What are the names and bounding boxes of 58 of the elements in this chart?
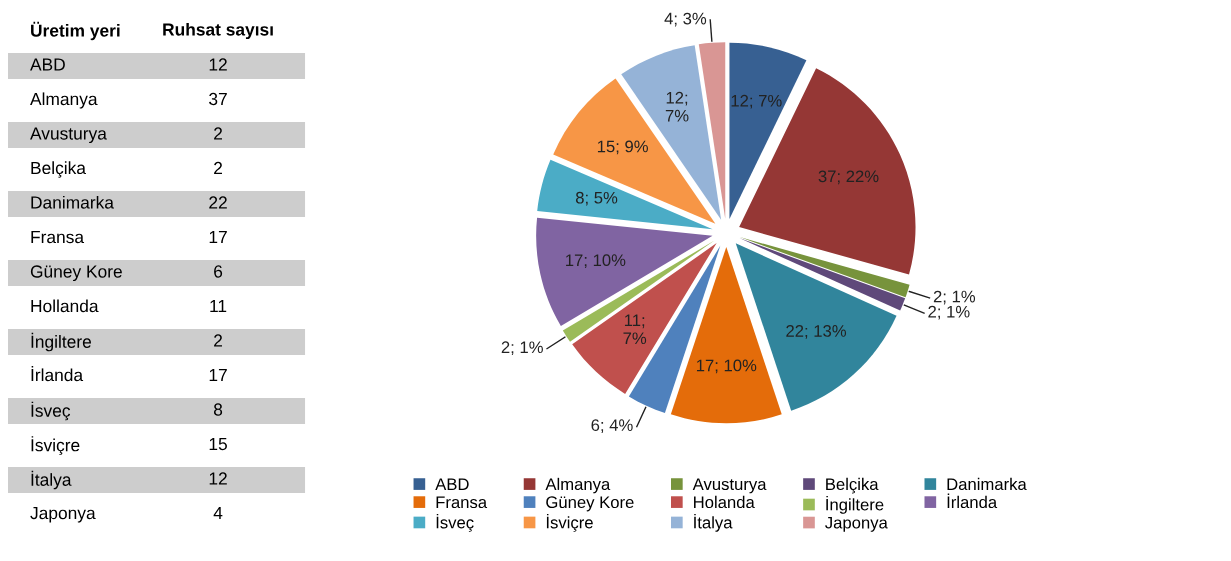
legend-label: İtalya [694, 513, 733, 532]
legend-label: Holanda [694, 495, 755, 509]
category-label: ABD [30, 58, 65, 71]
data-label: 37; 22% [818, 170, 879, 185]
category-label: Güney Kore [30, 265, 122, 282]
category-label: Belçika [31, 161, 86, 178]
legend-label: İngiltere [826, 495, 884, 514]
category-label: Almanya [30, 92, 98, 109]
category-label: İsveç [31, 401, 71, 421]
data-label: 8 [213, 403, 223, 416]
data-label: 2; 1% [928, 305, 970, 320]
data-label: 8; 5% [575, 191, 618, 206]
data-label: 11 [210, 300, 227, 312]
category-label: Avusturya [30, 127, 107, 144]
category-label: Fransa [31, 231, 85, 244]
data-label: 17 [209, 369, 227, 381]
text: Üretim yeri [31, 21, 120, 41]
legend-label: ABD [435, 478, 469, 490]
data-label: 37 [209, 92, 227, 106]
data-label: 12; 7% [665, 91, 689, 122]
data-label: 2; 1% [501, 341, 543, 356]
legend-label: Avusturya [692, 478, 767, 494]
category-label: Danimarka [31, 195, 114, 209]
data-label: 2 [214, 127, 222, 140]
data-label: 12 [209, 472, 227, 485]
legend-label: Belçika [826, 477, 879, 494]
data-label: 2 [214, 334, 222, 347]
category-label: İrlanda [31, 365, 84, 382]
text: Ruhsat sayısı [163, 22, 273, 40]
legend-label: Almanya [545, 477, 611, 494]
data-label: 12 [209, 58, 227, 71]
data-label: 22 [209, 196, 227, 209]
category-label: İtalya [31, 470, 72, 490]
category-label: Japonya [30, 507, 96, 523]
legend-label: Güney Kore [546, 496, 634, 512]
data-label: 4; 3% [664, 12, 707, 27]
legend-label: Danimarka [947, 477, 1027, 491]
data-label: 15; 9% [597, 140, 648, 155]
data-label: 12; 7% [731, 94, 782, 109]
legend-label: Fransa [436, 496, 488, 509]
data-label: 17 [209, 231, 227, 243]
data-label: 15 [209, 438, 227, 451]
data-label: 4 [213, 507, 223, 519]
data-label: 17; 10% [696, 359, 757, 374]
legend-label: Japonya [825, 516, 888, 532]
data-label: 11; 7% [623, 314, 647, 345]
legend-label: İsviçre [546, 513, 593, 532]
category-label: İsviçre [31, 436, 80, 455]
legend-label: İsveç [436, 513, 474, 532]
category-label: İngiltere [31, 332, 91, 352]
data-label: 2 [214, 161, 222, 174]
data-label: 17; 10% [566, 254, 626, 269]
data-label: 2; 1% [933, 290, 976, 305]
data-label: 6; 4% [591, 419, 633, 433]
legend-label: İrlanda [947, 493, 998, 509]
data-label: 6 [214, 265, 223, 278]
category-label: Hollanda [31, 299, 99, 313]
data-label: 22; 13% [786, 325, 847, 339]
